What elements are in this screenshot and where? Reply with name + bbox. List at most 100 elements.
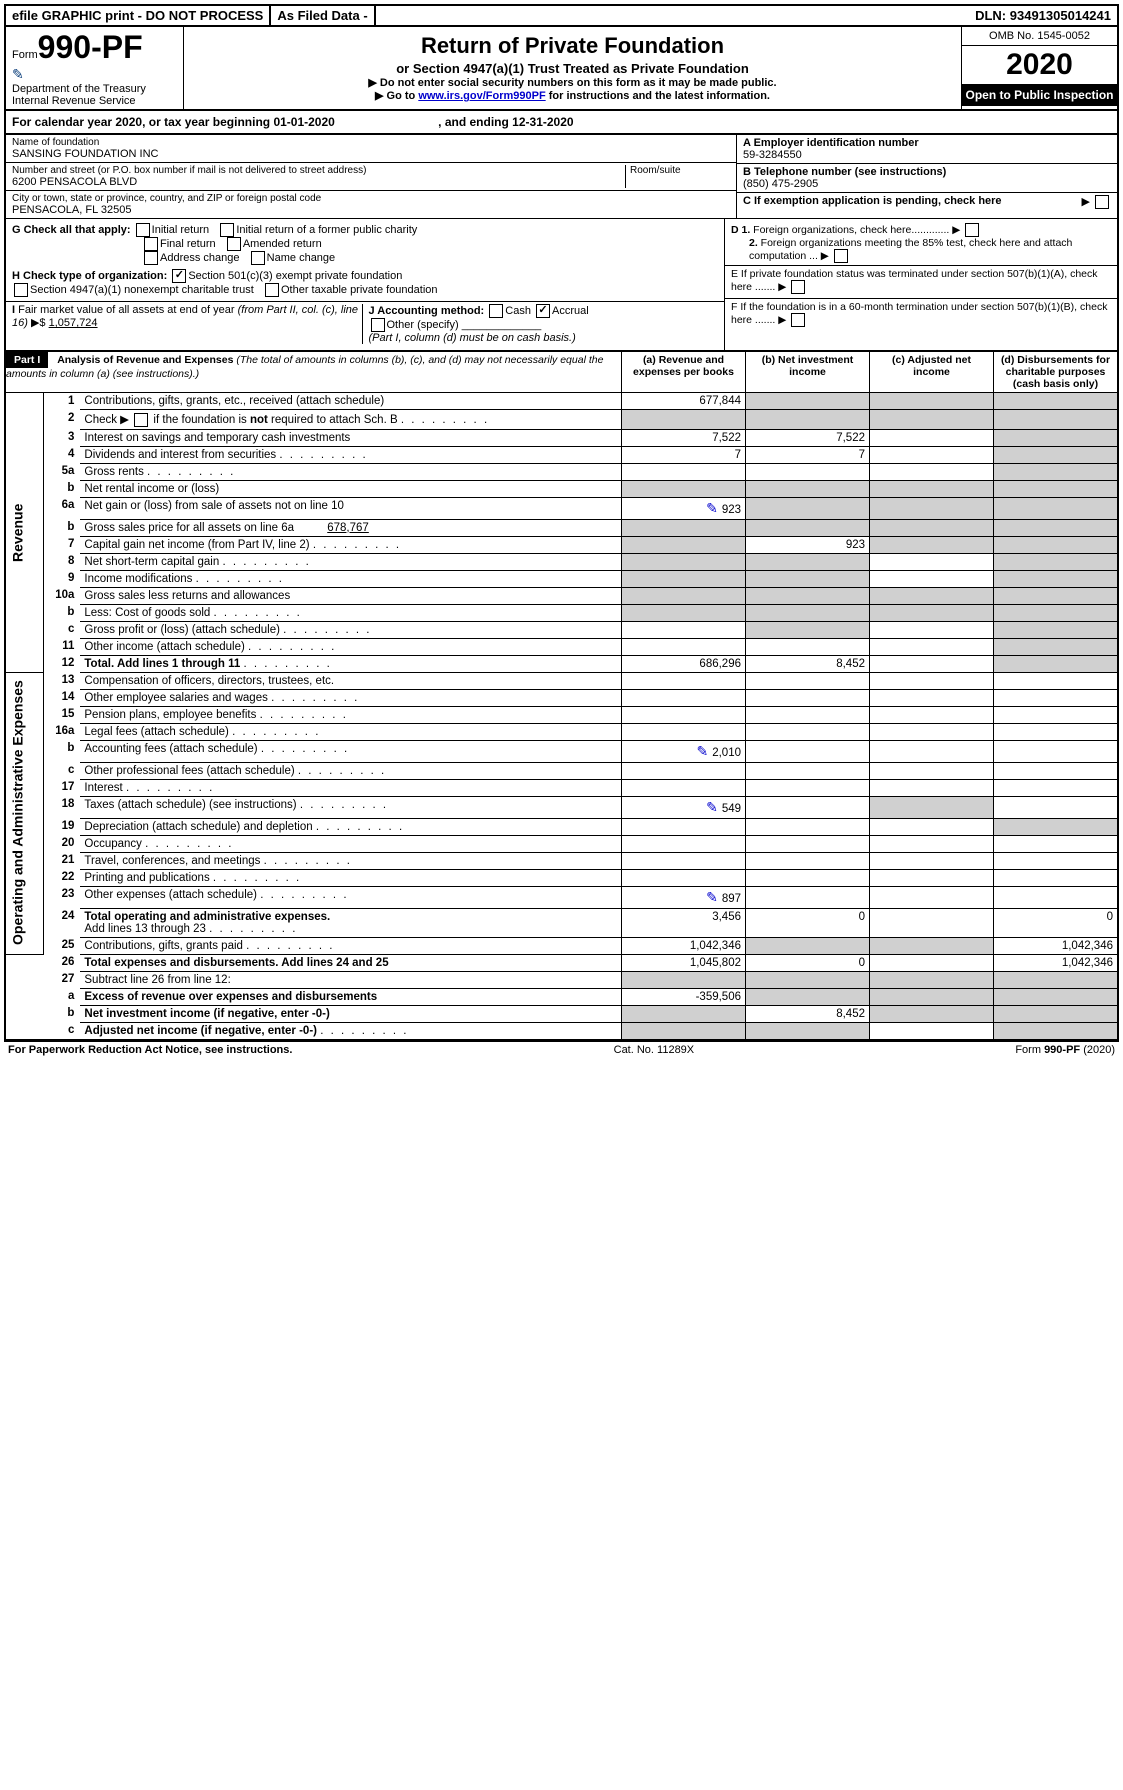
row-11: 11Other income (attach schedule)	[5, 638, 1118, 655]
row-27: 27Subtract line 26 from line 12:	[5, 971, 1118, 988]
footer-formref: Form 990-PF (2020)	[1015, 1044, 1115, 1056]
phone-label: B Telephone number (see instructions)	[743, 166, 1111, 178]
room-label: Room/suite	[630, 165, 730, 176]
row-6b: bGross sales price for all assets on lin…	[5, 519, 1118, 536]
d1-line: D 1. Foreign organizations, check here..…	[731, 223, 1111, 237]
g-initial-checkbox[interactable]	[136, 223, 150, 237]
dept-line1: Department of the Treasury	[12, 83, 177, 95]
form-prefix: Form	[12, 49, 38, 61]
row-5a: 5aGross rents	[5, 463, 1118, 480]
row-27b: bNet investment income (if negative, ent…	[5, 1005, 1118, 1022]
irs-link[interactable]: www.irs.gov/Form990PF	[418, 90, 545, 102]
identity-block: Name of foundation SANSING FOUNDATION IN…	[4, 135, 1119, 219]
e-checkbox[interactable]	[791, 280, 805, 294]
dln-block: DLN: 93491305014241	[969, 6, 1117, 25]
row-19: 19Depreciation (attach schedule) and dep…	[5, 818, 1118, 835]
d1-checkbox[interactable]	[965, 223, 979, 237]
g-address-checkbox[interactable]	[144, 251, 158, 265]
g-final-checkbox[interactable]	[144, 237, 158, 251]
attach-icon[interactable]: ✎	[706, 889, 718, 906]
footer-catno: Cat. No. 11289X	[614, 1044, 695, 1056]
row-16b: bAccounting fees (attach schedule) ✎2,01…	[5, 740, 1118, 762]
row-7: 7Capital gain net income (from Part IV, …	[5, 536, 1118, 553]
col-c-header: (c) Adjusted net income	[870, 352, 994, 393]
h-other-checkbox[interactable]	[265, 283, 279, 297]
dln-value: 93491305014241	[1010, 8, 1111, 23]
expenses-label: Operating and Administrative Expenses	[5, 672, 44, 954]
warning-ssn: ▶ Do not enter social security numbers o…	[192, 76, 953, 89]
tax-year: 2020	[962, 46, 1117, 84]
row-10b: bLess: Cost of goods sold	[5, 604, 1118, 621]
ein-value: 59-3284550	[743, 149, 1111, 161]
col-d-header: (d) Disbursements for charitable purpose…	[994, 352, 1119, 393]
c-label: C If exemption application is pending, c…	[743, 195, 1002, 207]
j-cash-checkbox[interactable]	[489, 304, 503, 318]
goto-suffix: for instructions and the latest informat…	[546, 90, 770, 102]
row-17: 17Interest	[5, 779, 1118, 796]
row-20: 20Occupancy	[5, 835, 1118, 852]
h-section: H Check type of organization: ✓Section 5…	[12, 269, 718, 297]
row-22: 22Printing and publications	[5, 869, 1118, 886]
form-footer: For Paperwork Reduction Act Notice, see …	[4, 1041, 1119, 1058]
attach-icon[interactable]: ✎	[706, 799, 718, 816]
row-10c: cGross profit or (loss) (attach schedule…	[5, 621, 1118, 638]
revenue-label: Revenue	[5, 393, 44, 673]
part1-label: Part I	[6, 352, 48, 368]
row-3: 3Interest on savings and temporary cash …	[5, 429, 1118, 446]
g-amended-checkbox[interactable]	[227, 237, 241, 251]
attach-icon[interactable]: ✎	[706, 500, 718, 517]
addr-label: Number and street (or P.O. box number if…	[12, 165, 621, 176]
header-left: Form990-PF ✎ Department of the Treasury …	[6, 27, 184, 109]
i-section: I Fair market value of all assets at end…	[12, 304, 362, 344]
j-accrual-checkbox[interactable]: ✓	[536, 304, 550, 318]
row-27c: cAdjusted net income (if negative, enter…	[5, 1022, 1118, 1040]
j-other-checkbox[interactable]	[371, 318, 385, 332]
row-23: 23Other expenses (attach schedule) ✎897	[5, 886, 1118, 908]
g-name-checkbox[interactable]	[251, 251, 265, 265]
footer-left: For Paperwork Reduction Act Notice, see …	[8, 1044, 292, 1056]
row-13: Operating and Administrative Expenses 13…	[5, 672, 1118, 689]
d2-line: 2. Foreign organizations meeting the 85%…	[731, 237, 1111, 263]
ein-label: A Employer identification number	[743, 137, 1111, 149]
efile-notice: efile GRAPHIC print - DO NOT PROCESS	[6, 6, 271, 25]
checks-block: G Check all that apply: Initial return I…	[4, 219, 1119, 351]
row-2: 2Check ▶ if the foundation is not requir…	[5, 410, 1118, 430]
g-section: G Check all that apply: Initial return I…	[12, 223, 718, 265]
form-subtitle: or Section 4947(a)(1) Trust Treated as P…	[192, 61, 953, 76]
col-a-header: (a) Revenue and expenses per books	[622, 352, 746, 393]
j-section: J Accounting method: Cash ✓Accrual Other…	[362, 304, 719, 344]
header-right: OMB No. 1545-0052 2020 Open to Public In…	[961, 27, 1117, 109]
street-address: 6200 PENSACOLA BLVD	[12, 176, 621, 188]
part1-table: Part I Analysis of Revenue and Expenses …	[4, 351, 1119, 1041]
attach-icon[interactable]: ✎	[696, 743, 708, 760]
calendar-year-row: For calendar year 2020, or tax year begi…	[4, 111, 1119, 135]
dln-label: DLN:	[975, 8, 1006, 23]
h-501c3-checkbox[interactable]: ✓	[172, 269, 186, 283]
row-10a: 10aGross sales less returns and allowanc…	[5, 587, 1118, 604]
open-inspection: Open to Public Inspection	[962, 84, 1117, 106]
g-initial-former-checkbox[interactable]	[220, 223, 234, 237]
row-5b: bNet rental income or (loss)	[5, 480, 1118, 497]
row-27a: aExcess of revenue over expenses and dis…	[5, 988, 1118, 1005]
fmv-value: 1,057,724	[49, 317, 98, 329]
row-12: 12Total. Add lines 1 through 11 686,2968…	[5, 655, 1118, 672]
city-label: City or town, state or province, country…	[12, 193, 730, 204]
foundation-name: SANSING FOUNDATION INC	[12, 148, 730, 160]
row-6a: 6aNet gain or (loss) from sale of assets…	[5, 497, 1118, 519]
h-4947-checkbox[interactable]	[14, 283, 28, 297]
row-18: 18Taxes (attach schedule) (see instructi…	[5, 796, 1118, 818]
row-9: 9Income modifications	[5, 570, 1118, 587]
omb-number: OMB No. 1545-0052	[962, 27, 1117, 46]
form-header: Form990-PF ✎ Department of the Treasury …	[4, 27, 1119, 111]
col-b-header: (b) Net investment income	[746, 352, 870, 393]
f-line: F If the foundation is in a 60-month ter…	[725, 298, 1117, 329]
dept-line2: Internal Revenue Service	[12, 95, 177, 107]
row-4: 4Dividends and interest from securities …	[5, 446, 1118, 463]
phone-value: (850) 475-2905	[743, 178, 1111, 190]
f-checkbox[interactable]	[791, 313, 805, 327]
c-checkbox[interactable]	[1095, 195, 1109, 209]
row-8: 8Net short-term capital gain	[5, 553, 1118, 570]
goto-prefix: ▶ Go to	[375, 90, 418, 102]
e-line: E If private foundation status was termi…	[725, 265, 1117, 296]
d2-checkbox[interactable]	[834, 249, 848, 263]
